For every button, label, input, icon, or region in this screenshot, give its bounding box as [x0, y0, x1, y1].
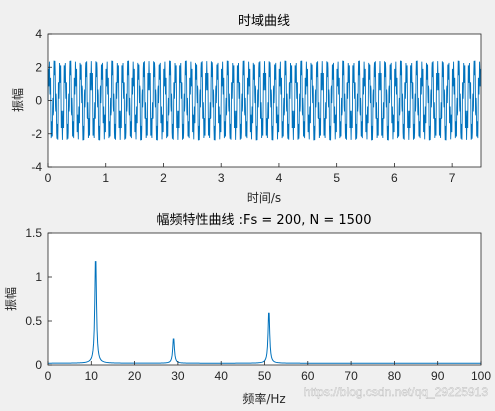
x-tick-label: 5 — [333, 171, 340, 185]
spectrum-line — [48, 261, 481, 364]
x-tick-label: 40 — [215, 369, 229, 383]
spectrum-chart-title: 幅频特性曲线 :Fs = 200, N = 1500 — [157, 213, 372, 228]
x-tick-label: 4 — [276, 171, 283, 185]
time-signal-line — [47, 60, 482, 141]
spectrum-axes-background — [48, 233, 481, 365]
x-tick-label: 60 — [301, 369, 315, 383]
x-tick-label: 90 — [431, 369, 445, 383]
time-domain-axes: 0 1 2 3 4 5 6 7 -4 -2 0 2 4 时域曲线 时间/s 振幅 — [10, 14, 482, 205]
x-tick-label: 6 — [391, 171, 398, 185]
y-tick-label: 1 — [35, 270, 42, 284]
spectrum-axis-ticks: 0 10 20 30 40 50 60 70 80 90 100 0 0.5 1 1.5 — [25, 226, 491, 383]
spectrum-axes-box — [47, 232, 482, 366]
watermark-text: https://blog.csdn.net/qq_29225913 — [304, 385, 488, 399]
time-axes-box — [47, 33, 482, 168]
y-tick-label: -4 — [31, 160, 42, 174]
time-x-axis-label: 时间/s — [247, 191, 281, 205]
y-tick-label: 4 — [35, 27, 42, 41]
x-tick-label: 2 — [160, 171, 167, 185]
x-tick-label: 0 — [45, 171, 52, 185]
x-tick-label: 30 — [171, 369, 185, 383]
y-tick-label: 2 — [35, 60, 42, 74]
y-tick-label: -2 — [31, 127, 42, 141]
x-tick-label: 3 — [218, 171, 225, 185]
x-tick-label: 7 — [449, 171, 456, 185]
spectrum-axes: 0 10 20 30 40 50 60 70 80 90 100 0 0.5 1 1.5 幅频特性曲线 :F… — [3, 213, 491, 406]
time-axes-background — [48, 34, 481, 167]
y-tick-label: 0 — [35, 94, 42, 108]
time-y-axis-label: 振幅 — [10, 88, 25, 112]
x-tick-label: 70 — [344, 369, 358, 383]
x-tick-label: 20 — [128, 369, 142, 383]
x-tick-label: 80 — [388, 369, 402, 383]
x-tick-label: 10 — [85, 369, 99, 383]
spectrum-plot — [48, 261, 481, 364]
x-tick-label: 1 — [102, 171, 109, 185]
y-tick-label: 0 — [35, 358, 42, 372]
spectrum-y-axis-label: 振幅 — [3, 287, 18, 311]
y-tick-label: 0.5 — [25, 314, 42, 328]
x-tick-label: 50 — [258, 369, 272, 383]
y-tick-label: 1.5 — [25, 226, 42, 240]
time-axis-ticks: 0 1 2 3 4 5 6 7 -4 -2 0 2 4 — [31, 27, 455, 185]
spectrum-x-axis-label: 频率/Hz — [242, 391, 285, 406]
x-tick-label: 0 — [45, 369, 52, 383]
time-chart-title: 时域曲线 — [238, 14, 290, 29]
x-tick-label: 100 — [471, 369, 491, 383]
time-signal-plot — [47, 60, 482, 141]
